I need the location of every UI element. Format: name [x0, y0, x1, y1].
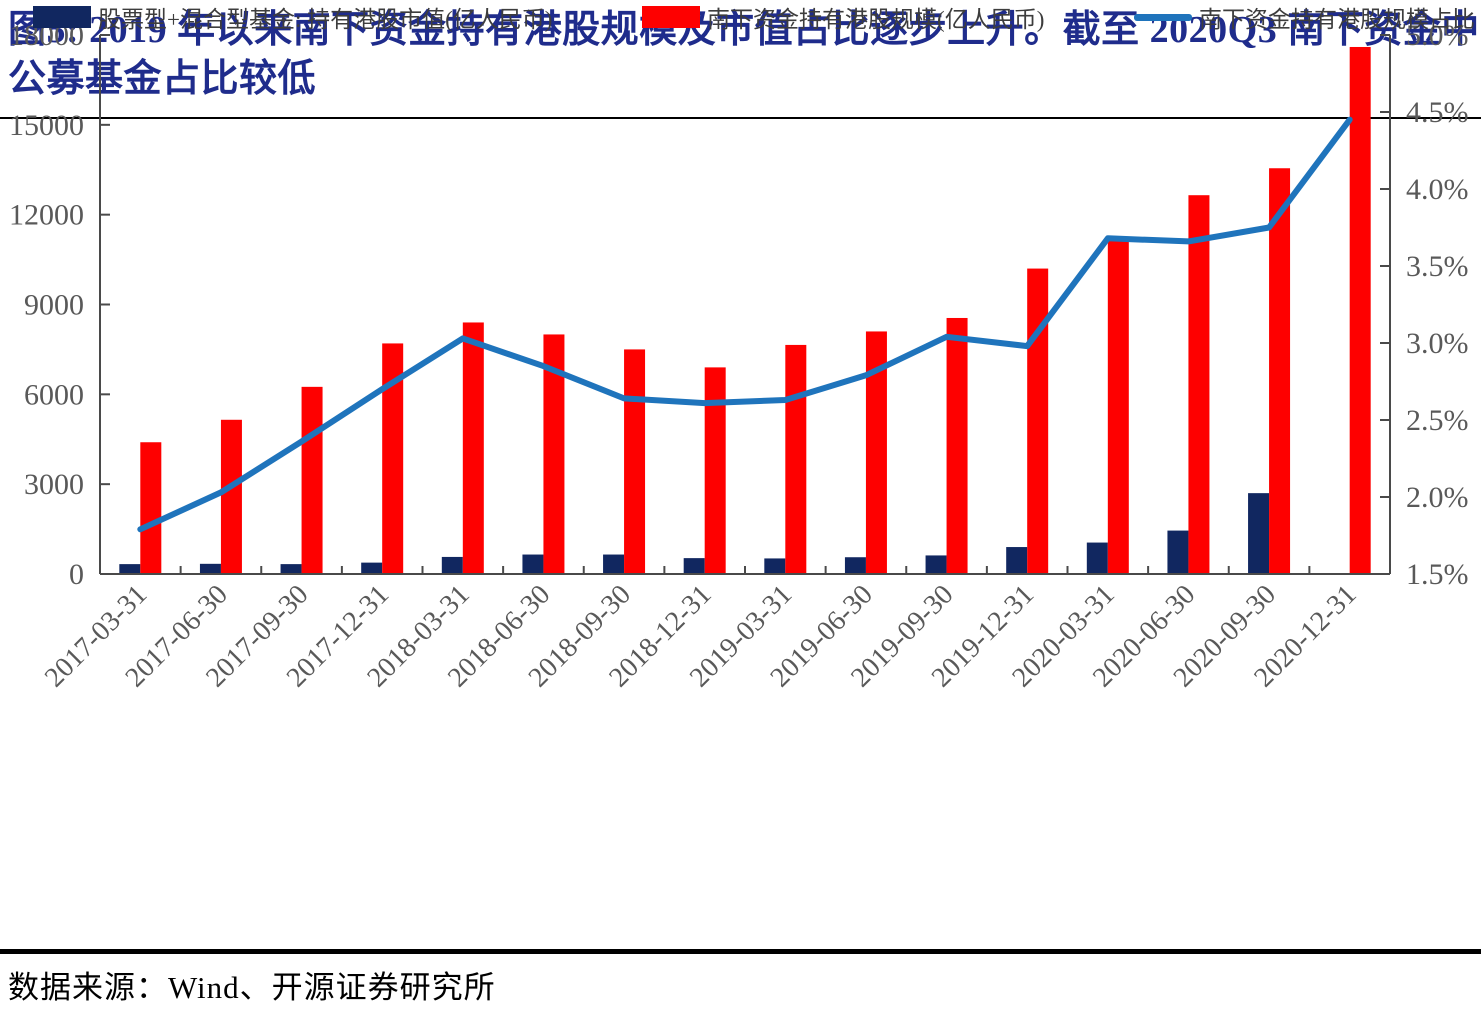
bar-fund-holdings — [361, 562, 383, 574]
left-axis-label: 15000 — [9, 109, 84, 142]
left-axis-label: 9000 — [24, 289, 84, 322]
legend-item-southbound: 南下资金持有港股规模(亿人民币) — [642, 0, 1044, 34]
bar-fund-holdings — [1248, 493, 1270, 574]
left-axis-label: 3000 — [24, 468, 84, 501]
bar-fund-holdings — [925, 555, 947, 574]
left-axis-label: 12000 — [9, 199, 84, 232]
legend-item-ratio: 南下资金持有港股规模占比 — [1133, 0, 1475, 34]
fund-bar-swatch — [33, 6, 91, 28]
bar-southbound-scale — [624, 349, 646, 574]
data-source-note: 数据来源：Wind、开源证券研究所 — [8, 970, 496, 1005]
bar-fund-holdings — [1006, 547, 1028, 574]
bar-southbound-scale — [462, 322, 484, 574]
bar-southbound-scale — [865, 331, 887, 574]
bar-southbound-scale — [382, 343, 404, 574]
right-axis-label: 4.5% — [1406, 96, 1469, 129]
bar-southbound-scale — [140, 442, 162, 574]
bar-southbound-scale — [301, 386, 323, 574]
bar-southbound-scale — [1349, 46, 1371, 574]
bar-southbound-scale — [1107, 240, 1129, 574]
bottom-divider — [0, 949, 1481, 954]
bar-southbound-scale — [704, 367, 726, 574]
bar-fund-holdings — [280, 564, 302, 574]
bar-fund-holdings — [119, 564, 141, 574]
left-axis-label: 6000 — [24, 378, 84, 411]
bar-southbound-scale — [1188, 195, 1210, 575]
combo-chart-svg: 03000600090001200015000180001.5%2.0%2.5%… — [9, 19, 1469, 693]
figure-title: 图5: 2019 年以来南下资金持有港股规模及市值占比逐步上升。截至 2020Q… — [0, 0, 1481, 119]
bar-fund-holdings — [522, 554, 544, 574]
bar-fund-holdings — [844, 557, 866, 574]
bar-fund-holdings — [603, 554, 625, 574]
southbound-bar-swatch — [642, 6, 701, 28]
right-axis-label: 4.0% — [1406, 173, 1469, 206]
bar-fund-holdings — [764, 558, 786, 574]
bar-southbound-scale — [785, 344, 807, 574]
chart-area: 0 3000 6000 9000 12000 15000 18000 1.5% 2.0% 2.5%… — [9, 19, 1469, 693]
bar-southbound-scale — [1027, 268, 1049, 574]
chart-legend: 股票型+混合型基金: 持有港股市值(亿人民币) 南下资金持有港股规模(亿人民币)… — [33, 0, 1475, 34]
ratio-line — [137, 116, 1353, 533]
bar-fund-holdings — [199, 563, 221, 574]
bar-southbound-scale — [220, 419, 242, 574]
right-axis-label: 1.5% — [1406, 558, 1469, 591]
ratio-line-swatch — [1133, 13, 1192, 21]
bar-fund-holdings — [441, 556, 463, 574]
right-axis-label: 5.0% — [1406, 19, 1469, 52]
legend-item-label: 南下资金持有港股规模占比 — [1198, 7, 1475, 32]
right-axis-label: 2.0% — [1406, 481, 1469, 514]
bar-southbound-scale — [1269, 168, 1291, 574]
right-axis-label: 3.5% — [1406, 250, 1469, 283]
bar-fund-holdings — [1167, 530, 1189, 574]
bar-southbound-scale — [946, 317, 968, 574]
right-axis-label: 3.0% — [1406, 327, 1469, 360]
bar-fund-holdings — [1086, 542, 1108, 574]
legend-item-fund: 股票型+混合型基金: 持有港股市值(亿人民币) — [33, 0, 552, 34]
bar-fund-holdings — [683, 558, 705, 574]
left-axis-label: 0 — [69, 558, 84, 591]
legend-item-label: 南下资金持有港股规模(亿人民币) — [707, 7, 1045, 32]
bar-southbound-scale — [543, 334, 565, 574]
legend-item-label: 股票型+混合型基金: 持有港股市值(亿人民币) — [98, 7, 553, 32]
right-axis-label: 2.5% — [1406, 404, 1469, 437]
